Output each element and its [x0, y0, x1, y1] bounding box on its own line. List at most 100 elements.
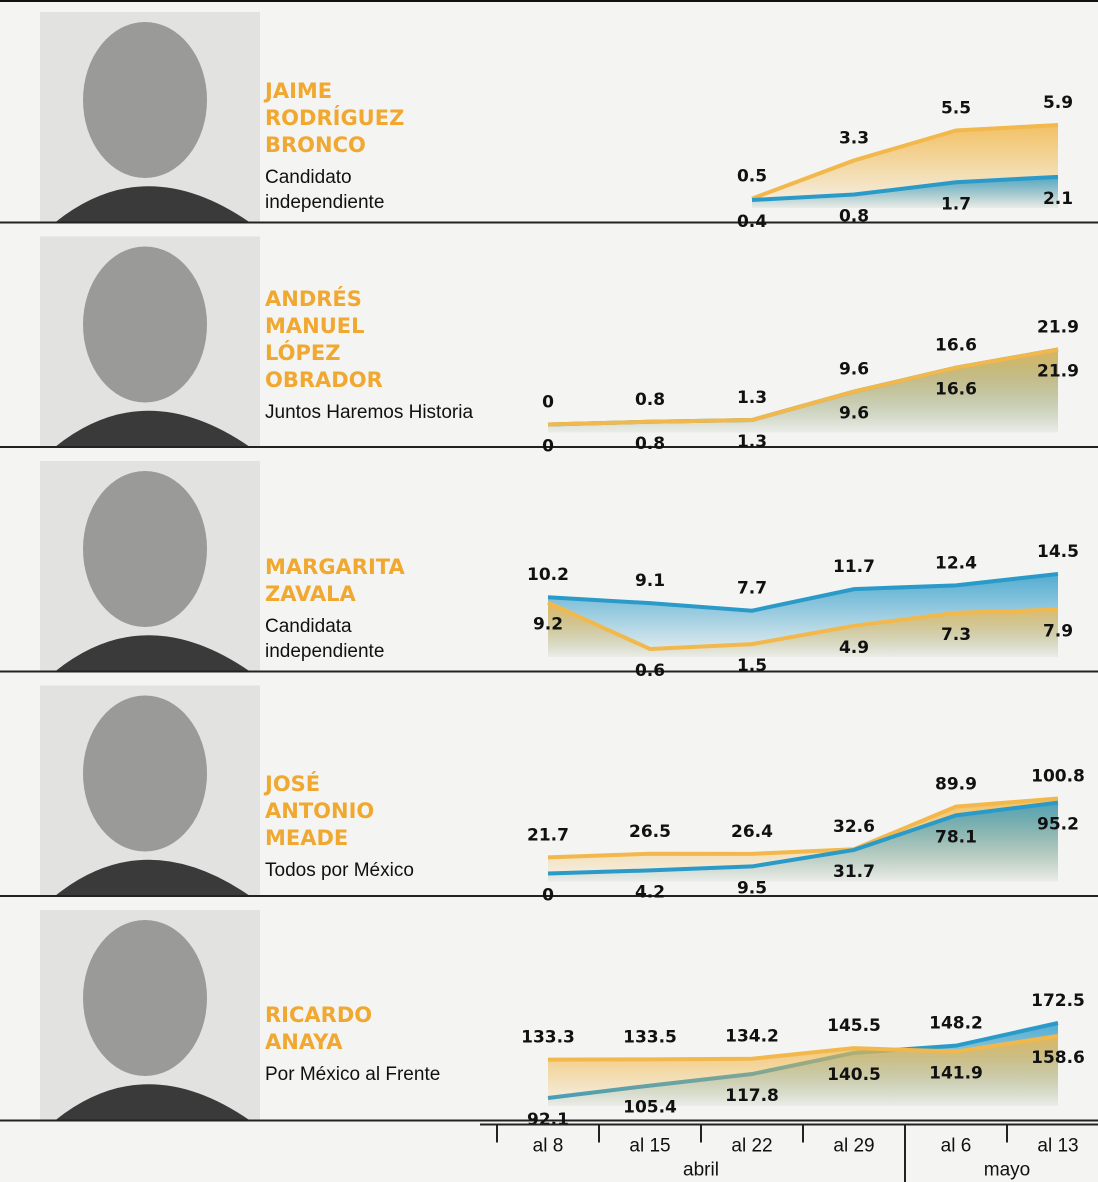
value-label: 0.8: [635, 434, 665, 454]
line: [547, 1033, 1059, 1062]
value-label: 95.2: [1037, 815, 1079, 835]
value-label: 10.2: [527, 565, 569, 585]
value-label: 3.3: [839, 128, 869, 148]
party: Juntos Haremos Historia: [265, 402, 473, 423]
value-label: 1.5: [737, 656, 767, 676]
photo-head: [83, 246, 207, 403]
party: independiente: [265, 641, 384, 662]
value-label: 117.8: [725, 1086, 779, 1106]
candidate-name: MEADE: [265, 826, 348, 850]
value-label: 9.1: [635, 571, 665, 591]
value-label: 158.6: [1031, 1048, 1085, 1068]
x-tick-label: al 8: [533, 1136, 564, 1157]
value-label: 148.2: [929, 1014, 983, 1034]
value-label: 0: [542, 886, 554, 906]
value-label: 140.5: [827, 1065, 881, 1085]
value-label: 32.6: [833, 817, 875, 837]
value-label: 11.7: [833, 557, 875, 577]
party: independiente: [265, 192, 384, 213]
value-label: 78.1: [935, 827, 977, 847]
x-tick-label: al 6: [941, 1136, 972, 1157]
photo-shoulders: [55, 859, 250, 896]
value-label: 1.3: [737, 388, 767, 408]
value-label: 7.3: [941, 625, 971, 645]
line: [751, 174, 1059, 202]
line: [547, 600, 1059, 652]
value-label: 21.9: [1037, 318, 1079, 338]
value-label: 21.7: [527, 825, 569, 845]
line: [547, 572, 1059, 613]
value-label: 16.6: [935, 336, 977, 356]
value-label: 9.2: [533, 615, 563, 635]
value-label: 92.1: [527, 1110, 569, 1130]
line: [547, 800, 1059, 876]
candidate-name: ANTONIO: [265, 799, 374, 823]
x-tick-label: al 22: [731, 1136, 772, 1157]
candidate-name: JOSÉ: [263, 771, 320, 796]
value-label: 14.5: [1037, 542, 1079, 562]
value-label: 26.5: [629, 822, 671, 842]
value-label: 31.7: [833, 862, 875, 882]
value-label: 21.9: [1037, 362, 1079, 382]
value-label: 133.3: [521, 1028, 575, 1048]
candidate-name: JAIME: [263, 79, 332, 103]
line: [547, 347, 1059, 427]
value-label: 134.2: [725, 1027, 779, 1047]
value-label: 0.8: [839, 207, 869, 227]
area: [548, 802, 1058, 882]
value-label: 172.5: [1031, 991, 1085, 1011]
value-label: 105.4: [623, 1098, 677, 1118]
candidate-name: OBRADOR: [265, 368, 383, 392]
value-label: 4.2: [635, 882, 665, 902]
photo-head: [83, 920, 207, 1076]
value-label: 0: [542, 393, 554, 413]
value-label: 0.8: [635, 390, 665, 410]
value-label: 0.5: [737, 167, 767, 187]
candidate-name: ANAYA: [265, 1030, 343, 1054]
month-label: mayo: [984, 1160, 1030, 1181]
photo-shoulders: [55, 635, 250, 672]
line: [751, 123, 1059, 201]
area: [548, 1035, 1058, 1106]
value-label: 145.5: [827, 1016, 881, 1036]
area: [752, 176, 1058, 208]
photo-head: [83, 695, 207, 852]
value-label: 0.4: [737, 212, 767, 232]
value-label: 1.7: [941, 194, 971, 214]
value-label: 2.1: [1043, 189, 1073, 209]
value-label: 1.3: [737, 432, 767, 452]
value-label: 5.5: [941, 98, 971, 118]
value-label: 89.9: [935, 775, 977, 795]
value-label: 9.5: [737, 878, 767, 898]
value-label: 9.6: [839, 360, 869, 380]
candidate-name: ANDRÉS: [265, 286, 362, 311]
value-label: 5.9: [1043, 93, 1073, 113]
photo-head: [83, 471, 207, 627]
candidate-name: MANUEL: [265, 314, 365, 338]
value-label: 12.4: [935, 553, 977, 573]
candidate-name: BRONCO: [265, 133, 366, 157]
photo-shoulders: [55, 1084, 250, 1121]
party: Candidata: [265, 616, 352, 637]
value-label: 0: [542, 437, 554, 457]
x-tick-label: al 13: [1037, 1136, 1078, 1157]
value-label: 26.4: [731, 822, 773, 842]
photo-shoulders: [55, 186, 250, 223]
x-tick-label: al 29: [833, 1136, 874, 1157]
candidate-name: ZAVALA: [265, 582, 357, 606]
value-label: 4.9: [839, 638, 869, 658]
value-label: 7.7: [737, 579, 767, 599]
value-label: 141.9: [929, 1064, 983, 1084]
value-label: 133.5: [623, 1027, 677, 1047]
party: Por México al Frente: [265, 1064, 440, 1085]
candidate-name: RODRÍGUEZ: [265, 105, 404, 130]
candidate-name: MARGARITA: [265, 555, 405, 579]
photo-shoulders: [55, 410, 250, 447]
line: [547, 796, 1059, 860]
value-label: 100.8: [1031, 767, 1085, 787]
value-label: 9.6: [839, 404, 869, 424]
candidate-name: RICARDO: [265, 1003, 372, 1027]
value-label: 16.6: [935, 380, 977, 400]
candidate-name: LÓPEZ: [265, 340, 340, 365]
